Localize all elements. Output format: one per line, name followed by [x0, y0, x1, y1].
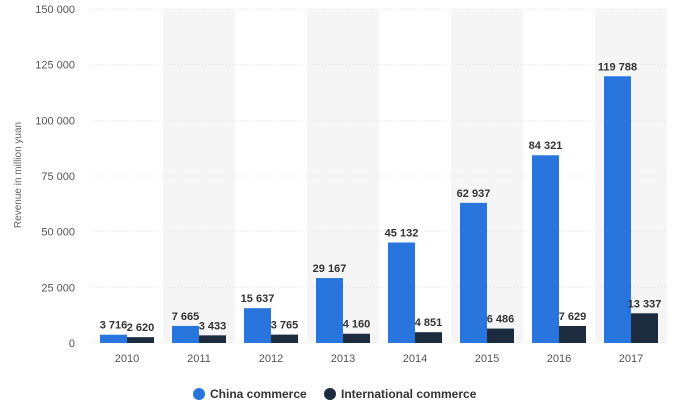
- data-label: 4 851: [415, 317, 443, 329]
- data-label: 6 486: [487, 314, 515, 326]
- data-label: 4 160: [343, 319, 371, 331]
- x-tick-label: 2015: [475, 353, 499, 365]
- x-tick-label: 2014: [403, 353, 427, 365]
- legend-label: China commerce: [210, 387, 307, 401]
- data-label: 2 620: [127, 322, 155, 334]
- y-axis-title: Revenue in million yuan: [13, 122, 24, 228]
- x-tick-label: 2010: [115, 353, 139, 365]
- bar-international-commerce: [487, 328, 514, 343]
- legend-item-international-commerce[interactable]: International commerce: [324, 387, 477, 401]
- bar-international-commerce: [559, 326, 586, 343]
- bar-china-commerce: [244, 308, 271, 343]
- bars: [100, 76, 658, 343]
- bar-china-commerce: [460, 202, 487, 343]
- x-tick-label: 2012: [259, 353, 283, 365]
- data-label: 62 937: [457, 188, 491, 200]
- legend-label: International commerce: [341, 387, 477, 401]
- data-label: 45 132: [385, 228, 419, 240]
- y-tick-label: 50 000: [41, 227, 75, 239]
- x-axis-tick-labels: 2010 2011 2012 2013 2014 2015 2016 2017: [115, 353, 643, 365]
- bar-international-commerce: [343, 333, 370, 343]
- x-tick-label: 2017: [619, 353, 643, 365]
- bar-china-commerce: [172, 325, 199, 343]
- bar-international-commerce: [631, 313, 658, 343]
- data-label: 3 716: [100, 320, 128, 332]
- y-tick-label: 25 000: [41, 282, 75, 294]
- bar-china-commerce: [388, 242, 415, 343]
- data-label: 119 788: [598, 61, 637, 73]
- bar-china-commerce: [100, 334, 127, 343]
- bar-china-commerce: [604, 76, 631, 343]
- bar-china-commerce: [532, 155, 559, 343]
- bar-international-commerce: [199, 335, 226, 343]
- y-tick-label: 100 000: [35, 115, 75, 127]
- x-tick-label: 2013: [331, 353, 355, 365]
- data-label: 7 665: [172, 311, 200, 323]
- data-labels: 3 716 7 665 15 637 29 167 45 132 62 937 84 321…: [100, 61, 662, 334]
- data-label: 84 321: [529, 140, 563, 152]
- bar-international-commerce: [127, 337, 154, 343]
- bar-international-commerce: [415, 332, 442, 343]
- y-tick-label: 150 000: [35, 4, 75, 16]
- data-label: 3 765: [271, 320, 299, 332]
- y-axis-tick-labels: 0 25 000 50 000 75 000 100 000 125 000 150 000: [35, 4, 75, 350]
- data-label: 29 167: [313, 263, 347, 275]
- y-tick-label: 125 000: [35, 60, 75, 72]
- data-label: 13 337: [628, 298, 662, 310]
- legend-marker-icon: [324, 388, 336, 400]
- x-tick-label: 2016: [547, 353, 571, 365]
- legend-item-china-commerce[interactable]: China commerce: [193, 387, 307, 401]
- legend-marker-icon: [193, 388, 205, 400]
- data-label: 3 433: [199, 320, 227, 332]
- x-tick-label: 2011: [187, 353, 211, 365]
- y-tick-label: 75 000: [41, 171, 75, 183]
- data-label: 7 629: [559, 311, 587, 323]
- data-label: 15 637: [241, 293, 275, 305]
- legend: China commerce International commerce: [193, 387, 477, 401]
- bar-international-commerce: [271, 334, 298, 343]
- y-tick-label: 0: [69, 338, 75, 350]
- bar-china-commerce: [316, 278, 343, 343]
